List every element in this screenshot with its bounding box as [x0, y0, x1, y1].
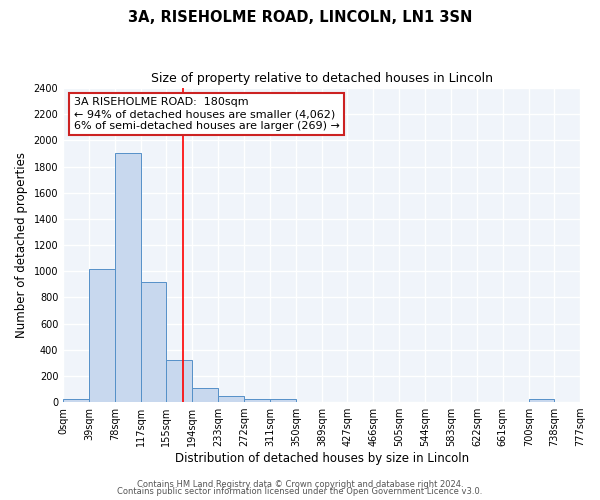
Bar — [89, 268, 115, 402]
Bar — [141, 282, 166, 402]
Bar — [270, 400, 296, 402]
Bar — [192, 388, 218, 402]
Text: 3A RISEHOLME ROAD:  180sqm
← 94% of detached houses are smaller (4,062)
6% of se: 3A RISEHOLME ROAD: 180sqm ← 94% of detac… — [74, 98, 340, 130]
X-axis label: Distribution of detached houses by size in Lincoln: Distribution of detached houses by size … — [175, 452, 469, 465]
Bar — [115, 154, 141, 402]
Title: Size of property relative to detached houses in Lincoln: Size of property relative to detached ho… — [151, 72, 493, 86]
Text: 3A, RISEHOLME ROAD, LINCOLN, LN1 3SN: 3A, RISEHOLME ROAD, LINCOLN, LN1 3SN — [128, 10, 472, 25]
Bar — [166, 360, 192, 402]
Bar — [529, 400, 554, 402]
Text: Contains public sector information licensed under the Open Government Licence v3: Contains public sector information licen… — [118, 487, 482, 496]
Bar — [63, 400, 89, 402]
Bar — [218, 396, 244, 402]
Text: Contains HM Land Registry data © Crown copyright and database right 2024.: Contains HM Land Registry data © Crown c… — [137, 480, 463, 489]
Y-axis label: Number of detached properties: Number of detached properties — [15, 152, 28, 338]
Bar — [244, 400, 270, 402]
